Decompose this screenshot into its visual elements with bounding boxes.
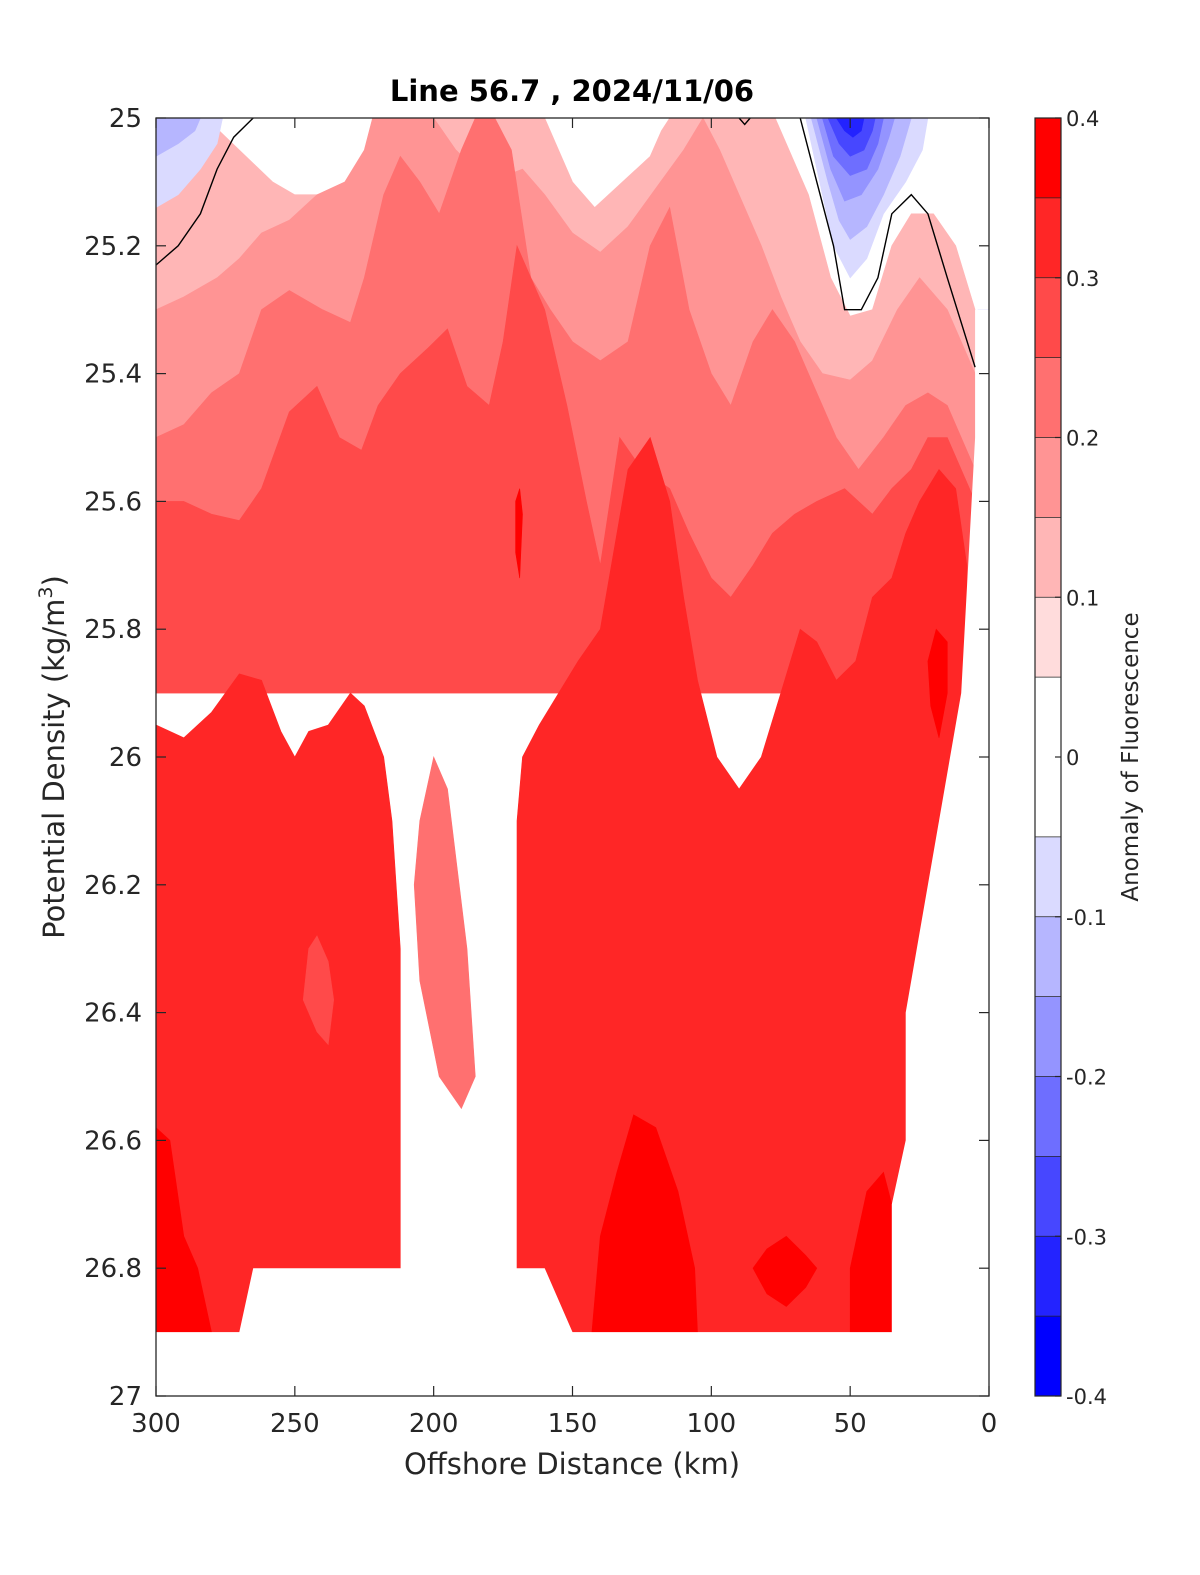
contour-region-16 bbox=[156, 118, 201, 157]
y-tick-label: 26 bbox=[109, 743, 142, 773]
colorbar-tick-label: -0.3 bbox=[1066, 1225, 1107, 1249]
contour-region-12 bbox=[515, 488, 523, 579]
colorbar-tick-label: -0.4 bbox=[1066, 1385, 1107, 1409]
y-axis-label-main: Potential Density (kg/m bbox=[37, 599, 71, 939]
x-tick-label: 300 bbox=[131, 1409, 181, 1439]
colorbar-block bbox=[1035, 1076, 1061, 1157]
y-axis-label-superscript: 3 bbox=[35, 586, 57, 598]
no-data-mask bbox=[156, 309, 989, 1396]
y-axis-ticks: 25 25.2 25.4 25.6 25.8 26 26.2 26.4 26.6 26.8 27 bbox=[84, 104, 989, 1412]
contour-region-10 bbox=[927, 628, 948, 738]
colorbar-block bbox=[1035, 836, 1061, 917]
colorbar-block bbox=[1035, 1236, 1061, 1317]
contour-region-8 bbox=[752, 1235, 818, 1307]
colorbar-tick-label: 0.3 bbox=[1066, 267, 1099, 291]
contour-regions bbox=[156, 118, 989, 1333]
colorbar-tick-label: 0 bbox=[1066, 746, 1079, 770]
colorbar: -0.4 -0.3 -0.2 -0.1 0 0.1 0.2 0.3 0.4 Anomaly of… bbox=[1034, 107, 1144, 1409]
contour-region-3 bbox=[156, 244, 976, 694]
colorbar-block bbox=[1035, 996, 1061, 1077]
contour-region-14 bbox=[413, 756, 476, 1110]
colorbar-block bbox=[1035, 118, 1061, 198]
x-tick-label: 150 bbox=[548, 1409, 598, 1439]
colorbar-block bbox=[1035, 357, 1061, 438]
y-tick-label: 26.2 bbox=[84, 871, 142, 901]
colorbar-tick-label: -0.1 bbox=[1066, 906, 1107, 930]
colorbar-block bbox=[1035, 517, 1061, 598]
y-axis-label-close: ) bbox=[37, 575, 71, 586]
colorbar-block bbox=[1035, 437, 1061, 518]
y-tick-label: 25.4 bbox=[84, 360, 142, 390]
zero-contour-lines bbox=[156, 118, 976, 368]
y-tick-label: 25.8 bbox=[84, 615, 142, 645]
zero-contour-0 bbox=[156, 118, 254, 266]
colorbar-block bbox=[1035, 1156, 1061, 1237]
colorbar-tick-label: -0.2 bbox=[1066, 1066, 1107, 1090]
colorbar-block bbox=[1035, 916, 1061, 997]
x-tick-label: 50 bbox=[834, 1409, 867, 1439]
chart-title: Line 56.7 , 2024/11/06 bbox=[390, 74, 754, 108]
y-tick-label: 26.8 bbox=[84, 1254, 142, 1284]
contour-region-4 bbox=[156, 673, 401, 1333]
y-tick-label: 26.4 bbox=[84, 999, 142, 1029]
x-tick-label: 0 bbox=[981, 1409, 998, 1439]
x-tick-label: 250 bbox=[270, 1409, 320, 1439]
colorbar-block bbox=[1035, 1316, 1061, 1396]
contour-region-13 bbox=[302, 935, 335, 1046]
contour-region-21 bbox=[827, 118, 876, 157]
zero-contour-2 bbox=[799, 118, 976, 368]
y-tick-label: 25.2 bbox=[84, 232, 142, 262]
contour-region-7 bbox=[591, 1114, 698, 1333]
y-tick-label: 26.6 bbox=[84, 1126, 142, 1156]
plot-area bbox=[156, 118, 989, 1396]
y-axis-label: Potential Density (kg/m3) bbox=[35, 575, 71, 939]
colorbar-tick-label: 0.2 bbox=[1066, 427, 1099, 451]
colorbar-label: Anomaly of Fluorescence bbox=[1118, 612, 1144, 901]
colorbar-blocks bbox=[1035, 118, 1061, 1396]
zero-contour-1 bbox=[738, 118, 751, 126]
x-axis-ticks: 300 250 200 150 100 50 0 bbox=[131, 118, 997, 1439]
colorbar-tick-label: 0.4 bbox=[1066, 107, 1099, 131]
x-axis-label: Offshore Distance (km) bbox=[404, 1447, 740, 1481]
x-tick-label: 100 bbox=[687, 1409, 737, 1439]
colorbar-block bbox=[1035, 277, 1061, 358]
colorbar-block bbox=[1035, 597, 1061, 678]
x-tick-label: 200 bbox=[409, 1409, 459, 1439]
y-tick-label: 25 bbox=[109, 104, 142, 134]
colorbar-tick-label: 0.1 bbox=[1066, 586, 1099, 610]
colorbar-ticks: -0.4 -0.3 -0.2 -0.1 0 0.1 0.2 0.3 0.4 bbox=[1055, 107, 1107, 1409]
y-tick-label: 27 bbox=[109, 1382, 142, 1412]
colorbar-block bbox=[1035, 197, 1061, 278]
y-tick-label: 25.6 bbox=[84, 487, 142, 517]
